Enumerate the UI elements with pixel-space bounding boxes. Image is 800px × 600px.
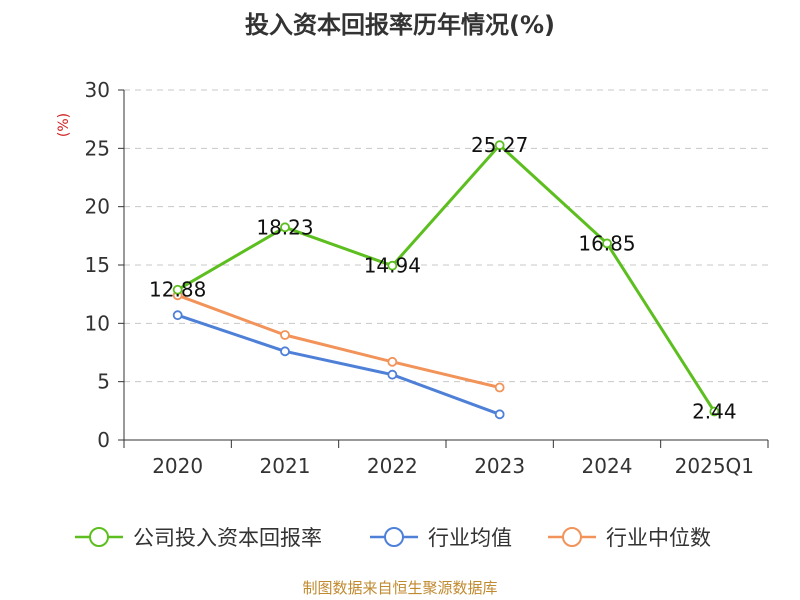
- chart-title: 投入资本回报率历年情况(%): [245, 11, 555, 39]
- series-line: [176, 143, 716, 413]
- data-point: [172, 284, 183, 295]
- x-tick-label: 2021: [260, 454, 311, 478]
- data-point: [602, 238, 612, 249]
- gridlines: [124, 89, 768, 383]
- legend-swatch-marker: [89, 527, 109, 547]
- legend-label: 公司投入资本回报率: [133, 526, 322, 550]
- source-note: 制图数据来自恒生聚源数据库: [302, 579, 497, 597]
- legend-label: 行业均值: [428, 526, 512, 550]
- y-tick-label: 30: [85, 78, 110, 102]
- x-tick-label: 2022: [367, 454, 418, 478]
- legend-item: 行业中位数: [548, 526, 711, 550]
- series-group: [172, 290, 505, 393]
- legend-swatch-marker: [384, 527, 404, 547]
- legend: 公司投入资本回报率 行业均值 行业中位数: [75, 526, 711, 550]
- data-point: [387, 260, 398, 271]
- data-point: [387, 369, 398, 380]
- y-tick-label: 15: [85, 253, 110, 277]
- y-tick-label: 5: [97, 370, 110, 394]
- x-tick-label: 2025Q1: [675, 454, 754, 478]
- data-point: [494, 382, 505, 393]
- y-axis-label: (%): [56, 113, 72, 137]
- series-line: [177, 293, 501, 389]
- legend-item: 公司投入资本回报率: [75, 526, 322, 550]
- x-tick-label: 2023: [474, 454, 525, 478]
- data-point: [709, 406, 720, 417]
- data-point: [387, 356, 398, 367]
- legend-label: 行业中位数: [606, 526, 711, 550]
- series-group: [172, 310, 505, 420]
- y-tick-label: 10: [85, 311, 110, 335]
- x-tick-label: 2024: [582, 454, 633, 478]
- data-point: [280, 222, 290, 233]
- series-group: [172, 140, 720, 417]
- data-label: 25.27: [471, 133, 528, 157]
- data-point: [280, 346, 290, 357]
- data-label: 18.23: [256, 215, 313, 239]
- axes: 0 5 10 15 20 25 30 2020 2021 2022 2023 2024 2025Q1: [85, 78, 769, 478]
- x-tick-label: 2020: [152, 454, 203, 478]
- y-tick-label: 0: [97, 428, 110, 452]
- data-label: 14.94: [364, 254, 421, 278]
- data-label: 12.88: [149, 278, 206, 302]
- y-tick-label: 20: [85, 195, 110, 219]
- data-label: 2.44: [692, 400, 737, 424]
- legend-swatch-marker: [562, 527, 582, 547]
- data-label: 16.85: [578, 231, 635, 255]
- series-layer: [172, 140, 720, 420]
- y-tick-label: 25: [85, 136, 110, 160]
- data-point: [172, 310, 183, 321]
- data-point: [494, 409, 505, 420]
- data-point: [280, 330, 290, 340]
- legend-item: 行业均值: [370, 526, 512, 550]
- data-point: [494, 140, 505, 151]
- series-line: [177, 313, 501, 416]
- data-labels: 12.88 18.23 14.94 25.27 16.85 2.44: [149, 133, 737, 423]
